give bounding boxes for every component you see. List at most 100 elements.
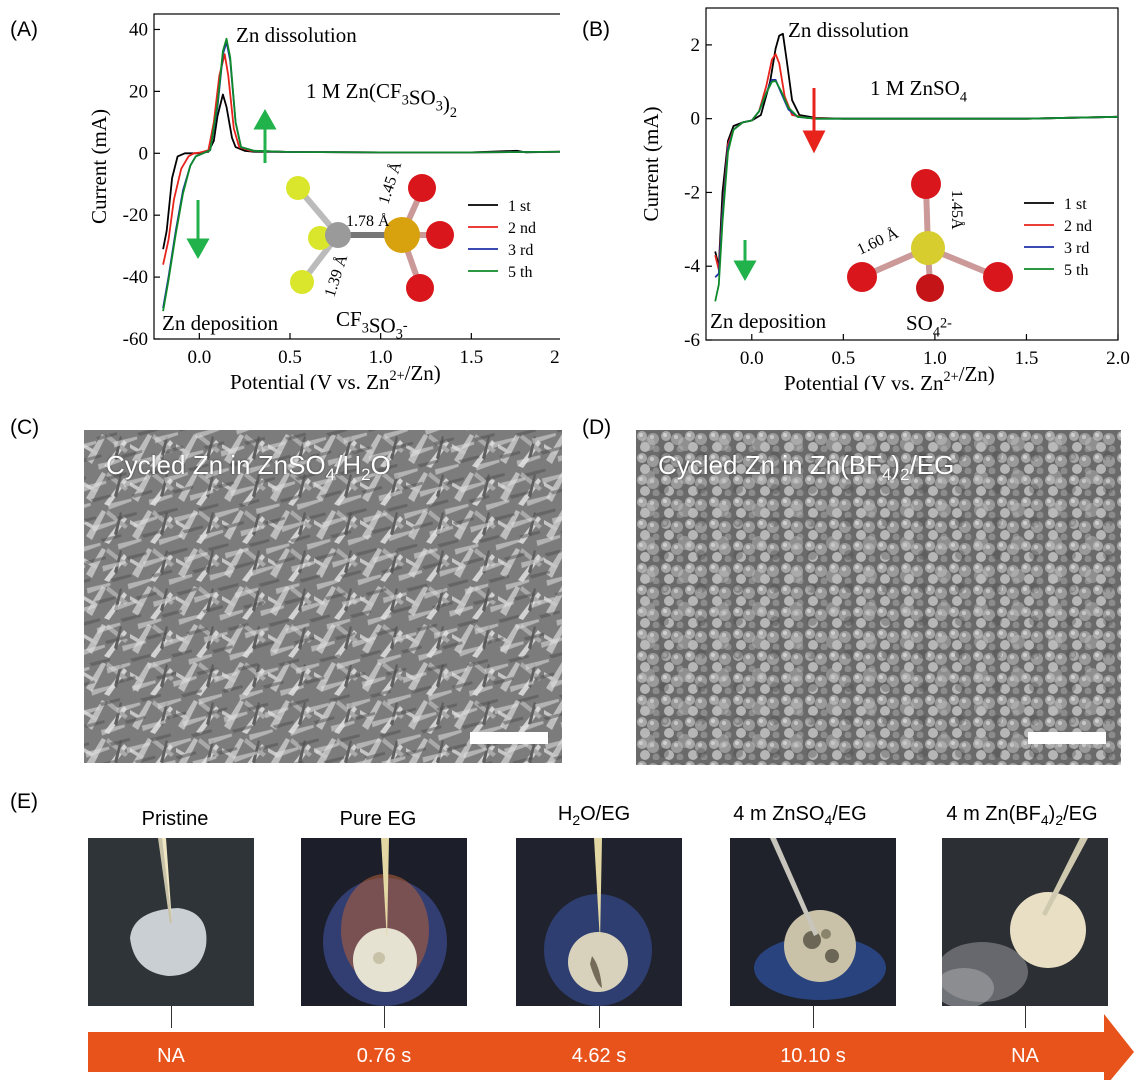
series-line bbox=[714, 32, 1119, 268]
legend-label: 1 st bbox=[508, 198, 531, 215]
down-arrow-icon bbox=[733, 240, 757, 282]
anion-label: CF3SO3- bbox=[336, 307, 408, 343]
x-tick-label: 1.0 bbox=[923, 348, 947, 369]
panel-label-a: (A) bbox=[10, 18, 38, 41]
plot-frame bbox=[153, 13, 560, 340]
sample-photo-znso4-eg bbox=[730, 838, 896, 1006]
fluorine-atom bbox=[290, 270, 314, 294]
timeline-tick bbox=[384, 1006, 385, 1028]
sem-image-zn-bf4-eg: Cycled Zn in Zn(BF4)2/EG bbox=[636, 430, 1121, 765]
annotation-zn-deposition: Zn deposition bbox=[710, 309, 827, 333]
y-tick-label: 0 bbox=[691, 109, 701, 130]
panel-label-e: (E) bbox=[10, 790, 38, 813]
panel-label-c: (C) bbox=[10, 416, 40, 439]
y-tick-label: -4 bbox=[684, 256, 700, 277]
scale-bar bbox=[1028, 732, 1106, 744]
sample-photo-h2o-eg bbox=[516, 838, 682, 1006]
y-axis-label: Current (mA) bbox=[87, 109, 111, 224]
sample-title-znso4-eg: 4 m ZnSO4/EG bbox=[733, 803, 867, 828]
sem-caption-d: Cycled Zn in Zn(BF4)2/EG bbox=[658, 450, 955, 485]
down-arrow-icon bbox=[186, 200, 210, 260]
molecule-so4 bbox=[847, 169, 1013, 302]
bond-length-label: 1.45 Å bbox=[375, 159, 406, 206]
timeline-tick bbox=[1025, 1006, 1026, 1028]
time-label-znso4-eg: 10.10 s bbox=[780, 1045, 846, 1067]
scale-bar bbox=[470, 732, 548, 744]
oxygen-atom bbox=[406, 274, 434, 302]
annotation-zn-deposition: Zn deposition bbox=[162, 311, 279, 335]
time-label-pure-eg: 0.76 s bbox=[356, 1045, 412, 1067]
y-tick-label: -20 bbox=[123, 205, 148, 226]
electrolyte-label: 1 M Zn(CF3SO3)2 bbox=[306, 79, 457, 121]
sample-title-pristine: Pristine bbox=[141, 808, 209, 830]
oxygen-atom bbox=[408, 174, 436, 202]
oxygen-atom bbox=[916, 274, 944, 302]
electrolyte-label: 1 M ZnSO4 bbox=[870, 76, 967, 105]
y-tick-label: -60 bbox=[123, 329, 148, 350]
timeline-tick bbox=[171, 1006, 172, 1028]
legend-label: 5 th bbox=[508, 264, 532, 281]
oxygen-atom bbox=[426, 221, 454, 249]
timeline-arrow bbox=[88, 1014, 1134, 1080]
sem-grain-texture bbox=[636, 430, 1121, 765]
timeline-tick bbox=[813, 1006, 814, 1028]
y-tick-label: -40 bbox=[123, 267, 148, 288]
bond-length-label: 1.60 Å bbox=[854, 224, 901, 259]
x-tick-label: 1.5 bbox=[459, 347, 483, 368]
x-axis-label: Potential (V vs. Zn2+/Zn) bbox=[230, 361, 441, 390]
legend-label: 2 nd bbox=[508, 220, 536, 237]
molecule-cf3so3 bbox=[286, 174, 454, 302]
x-tick-label: 0.0 bbox=[740, 348, 764, 369]
y-tick-label: 0 bbox=[139, 143, 149, 164]
legend-label: 3 rd bbox=[1064, 240, 1089, 257]
cv-chart-a: 0.0 0.5 1.0 1.5 2.0 -60 -40 -20 0 20 40 Potential (… bbox=[87, 13, 560, 390]
oxygen-atom bbox=[847, 262, 877, 292]
panel-label-d: (D) bbox=[582, 416, 612, 439]
annotation-zn-dissolution: Zn dissolution bbox=[788, 18, 909, 42]
x-tick-label: 1.0 bbox=[369, 347, 393, 368]
oxygen-atom bbox=[911, 169, 941, 199]
bond-length-label: 1.78 Å bbox=[346, 212, 390, 230]
series-line bbox=[714, 80, 1119, 302]
x-axis-label: Potential (V vs. Zn2+/Zn) bbox=[784, 362, 995, 390]
x-tick-label: 0.0 bbox=[187, 347, 211, 368]
panel-label-b: (B) bbox=[582, 18, 610, 41]
sample-photo-zn-bf4-eg bbox=[942, 838, 1108, 1006]
oxygen-atom bbox=[983, 262, 1013, 292]
legend-label: 5 th bbox=[1064, 262, 1088, 279]
sample-title-pure-eg: Pure EG bbox=[339, 808, 417, 830]
plot-frame bbox=[705, 7, 1119, 341]
sample-photo-pristine bbox=[88, 838, 254, 1006]
sem-flake-texture bbox=[84, 430, 562, 763]
cv-chart-b: 0.0 0.5 1.0 1.5 2.0 -6 -4 -2 0 2 Potential (V vs. … bbox=[639, 7, 1130, 390]
annotation-zn-dissolution: Zn dissolution bbox=[236, 23, 357, 47]
anion-label: SO42- bbox=[906, 311, 952, 340]
sem-image-zno-h2o: Cycled Zn in ZnSO4/H2O bbox=[84, 430, 562, 763]
down-arrow-icon bbox=[802, 88, 826, 154]
sulfur-atom bbox=[384, 217, 420, 253]
fluorine-atom bbox=[286, 176, 310, 200]
legend-label: 3 rd bbox=[508, 242, 533, 259]
y-tick-label: 20 bbox=[129, 81, 148, 102]
y-tick-label: -6 bbox=[684, 330, 700, 351]
legend-label: 1 st bbox=[1064, 196, 1087, 213]
time-label-zn-bf4-eg: NA bbox=[1011, 1045, 1039, 1067]
time-label-h2o-eg: 4.62 s bbox=[571, 1045, 627, 1067]
y-tick-label: -2 bbox=[684, 182, 700, 203]
y-tick-label: 2 bbox=[691, 35, 701, 56]
x-tick-label: 1.5 bbox=[1015, 348, 1039, 369]
x-tick-label: 0.5 bbox=[278, 347, 302, 368]
x-tick-label: 2.0 bbox=[1106, 348, 1130, 369]
sem-caption-c: Cycled Zn in ZnSO4/H2O bbox=[106, 450, 391, 485]
sample-photo-pure-eg bbox=[301, 838, 467, 1006]
bond-length-label: 1.45Å bbox=[948, 190, 966, 230]
x-tick-label: 2.0 bbox=[550, 347, 560, 368]
timeline-tick bbox=[599, 1006, 600, 1028]
series-line bbox=[162, 37, 560, 312]
carbon-atom bbox=[325, 222, 351, 248]
x-tick-label: 0.5 bbox=[831, 348, 855, 369]
legend-label: 2 nd bbox=[1064, 218, 1092, 235]
up-arrow-icon bbox=[253, 108, 277, 163]
bond-length-label: 1.39 Å bbox=[321, 252, 352, 299]
y-tick-label: 40 bbox=[129, 19, 148, 40]
